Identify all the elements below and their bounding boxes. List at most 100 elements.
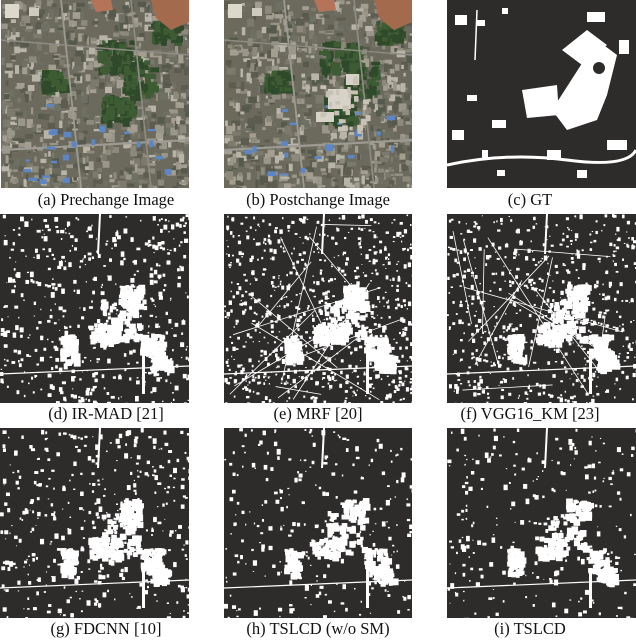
detected-change <box>86 398 87 400</box>
detected-change <box>320 270 322 272</box>
blue-roof <box>377 131 381 135</box>
detected-change <box>379 241 382 244</box>
detected-change <box>134 274 136 276</box>
detected-change <box>256 392 259 394</box>
detected-change <box>36 327 38 330</box>
detected-change <box>75 238 78 242</box>
detected-change <box>354 312 355 314</box>
detected-change <box>181 357 182 358</box>
image-texture <box>59 121 62 129</box>
detected-change <box>52 278 53 280</box>
mask-background <box>224 214 412 403</box>
detected-change <box>229 377 231 379</box>
image-texture <box>275 155 279 163</box>
detected-change <box>94 332 96 334</box>
detected-change <box>319 259 321 261</box>
image-texture <box>381 112 387 114</box>
vegetation-patch <box>61 85 67 91</box>
image-texture <box>298 49 302 53</box>
image-texture <box>87 156 89 162</box>
detected-change <box>14 306 18 309</box>
detected-change <box>124 353 126 357</box>
caption-d: (d) IR-MAD [21] <box>0 405 212 423</box>
detected-change <box>551 315 555 319</box>
detected-change <box>103 310 107 316</box>
image-texture <box>279 67 288 70</box>
detected-change <box>237 364 240 367</box>
image-texture <box>275 14 284 18</box>
detected-change <box>287 382 289 383</box>
image-texture <box>174 68 181 73</box>
changed-region <box>452 130 464 140</box>
detected-change <box>69 326 71 328</box>
detected-change <box>144 345 148 349</box>
detected-change <box>272 285 274 287</box>
detected-change <box>278 239 281 243</box>
image-texture <box>232 131 241 136</box>
image-texture <box>84 115 89 118</box>
image-texture <box>409 133 412 139</box>
detected-change <box>32 281 34 284</box>
detected-change <box>233 235 235 238</box>
detected-change <box>28 383 30 385</box>
detected-change <box>152 387 156 392</box>
image-texture <box>284 158 292 162</box>
detected-change <box>253 391 254 393</box>
panel-c: (c) GT <box>424 0 636 212</box>
detected-change <box>393 219 395 221</box>
detected-change <box>280 283 281 285</box>
vegetation-patch <box>143 84 147 92</box>
detected-change <box>391 285 393 287</box>
detected-change <box>228 359 229 360</box>
image-texture <box>235 122 240 124</box>
detected-change <box>342 329 349 336</box>
detected-change <box>261 257 263 259</box>
detected-change <box>345 390 348 393</box>
prechange-image <box>1 0 189 188</box>
image-texture <box>280 105 285 108</box>
bright-building <box>29 8 39 16</box>
detected-change <box>155 316 156 318</box>
detected-change <box>330 278 333 281</box>
image-texture <box>32 75 40 82</box>
detected-change <box>140 315 142 317</box>
detected-change <box>579 326 586 333</box>
image-texture <box>337 18 345 21</box>
detected-change <box>44 296 45 297</box>
detected-change <box>34 302 36 305</box>
detected-change <box>43 219 47 222</box>
detected-change <box>92 291 95 295</box>
detected-change <box>235 379 238 382</box>
detected-change <box>121 339 124 342</box>
image-texture <box>114 187 120 188</box>
detected-change <box>140 220 141 222</box>
image-texture <box>115 25 119 31</box>
detected-change <box>156 263 158 266</box>
detected-change <box>96 238 97 239</box>
detected-change <box>152 236 154 239</box>
detected-change <box>4 240 8 245</box>
detected-change <box>89 306 93 309</box>
image-texture <box>6 155 9 163</box>
image-texture <box>72 24 74 27</box>
new-structure <box>351 104 354 108</box>
detected-change <box>231 342 233 344</box>
image-texture <box>240 111 244 114</box>
detected-change <box>79 266 81 268</box>
image-texture <box>252 47 257 56</box>
detected-change <box>392 278 394 281</box>
detected-change <box>320 310 323 315</box>
detected-change <box>164 284 166 286</box>
detected-change <box>78 400 82 403</box>
image-texture <box>309 16 316 23</box>
detected-change <box>224 305 226 307</box>
image-texture <box>28 151 30 153</box>
detected-change <box>231 291 232 293</box>
image-texture <box>33 34 42 39</box>
detected-change <box>361 253 362 255</box>
detected-change <box>326 318 328 320</box>
detected-change <box>260 355 262 357</box>
detected-change <box>86 281 87 282</box>
image-texture <box>17 83 25 88</box>
detected-change <box>78 396 80 398</box>
